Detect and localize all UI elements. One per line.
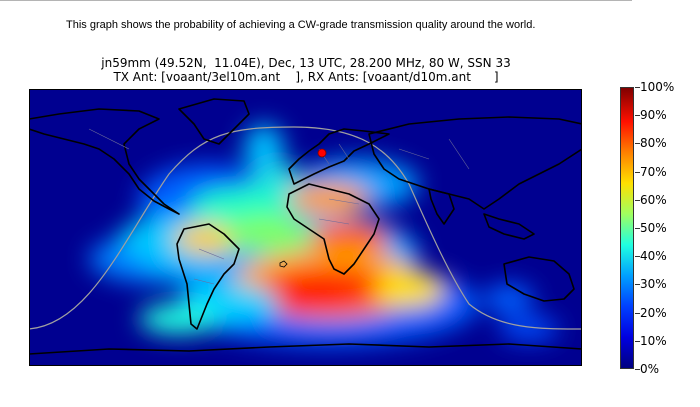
colorbar-label: 90% <box>640 108 667 122</box>
colorbar-label: 80% <box>640 136 667 150</box>
colorbar <box>620 87 634 369</box>
colorbar-tick <box>635 87 640 88</box>
colorbar-label: 70% <box>640 165 667 179</box>
se-asia-outline <box>483 213 535 240</box>
colorbar-label: 20% <box>640 306 667 320</box>
colorbar-tick <box>635 143 640 144</box>
colorbar-label: 60% <box>640 193 667 207</box>
day-night-terminator <box>29 126 582 330</box>
receiver-marker <box>279 260 288 268</box>
colorbar-label: 30% <box>640 277 667 291</box>
graph-caption: This graph shows the probability of achi… <box>66 19 536 31</box>
coverage-map <box>29 89 582 366</box>
colorbar-tick <box>635 341 640 342</box>
colorbar-tick <box>635 115 640 116</box>
africa-outline <box>286 183 380 275</box>
europe-outline <box>288 128 390 185</box>
colorbar-tick <box>635 172 640 173</box>
colorbar-tick <box>635 284 640 285</box>
greenland-outline <box>178 98 250 145</box>
south-america-outline <box>176 223 240 330</box>
top-divider <box>0 0 632 1</box>
australia-outline <box>503 256 575 302</box>
colorbar-label: 0% <box>640 362 660 376</box>
india-outline <box>428 188 455 225</box>
colorbar-label: 100% <box>640 80 675 94</box>
plot-title-line-2: TX Ant: [voaant/3el10m.ant ], RX Ants: [… <box>113 70 499 84</box>
colorbar-tick <box>635 200 640 201</box>
probability-heatmap <box>89 124 559 346</box>
asia-outline <box>368 116 582 210</box>
transmitter-marker <box>317 148 327 158</box>
north-america-outline <box>29 108 180 215</box>
colorbar-label: 50% <box>640 221 667 235</box>
continent-outlines <box>29 98 582 355</box>
colorbar-tick <box>635 313 640 314</box>
colorbar-tick <box>635 369 640 370</box>
colorbar-tick <box>635 256 640 257</box>
plot-title-line-1: jn59mm (49.52N, 11.04E), Dec, 13 UTC, 28… <box>101 56 511 70</box>
colorbar-tick <box>635 228 640 229</box>
colorbar-label: 40% <box>640 249 667 263</box>
antarctica-outline <box>29 343 582 355</box>
colorbar-label: 10% <box>640 334 667 348</box>
